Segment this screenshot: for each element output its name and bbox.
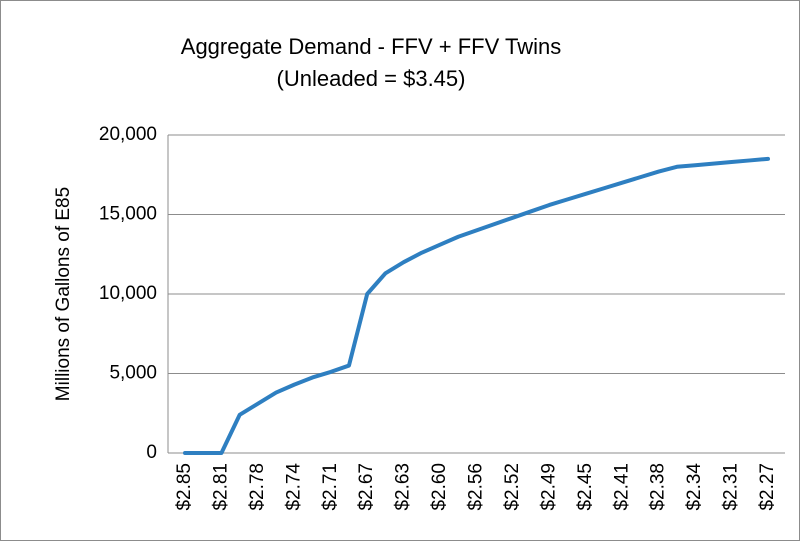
y-axis-label: Millions of Gallons of E85: [53, 187, 74, 401]
chart-title: Aggregate Demand - FFV + FFV Twins: [181, 34, 561, 59]
x-tick-label: $2.31: [721, 463, 742, 511]
x-tick-label: $2.60: [429, 463, 450, 511]
x-tick-label: $2.27: [757, 463, 778, 511]
x-tick-label: $2.85: [174, 463, 195, 511]
x-tick-label: $2.74: [283, 463, 304, 511]
x-tick-label: $2.63: [393, 463, 414, 511]
x-tick-label: $2.71: [320, 463, 341, 511]
x-tick-label: $2.49: [538, 463, 559, 511]
x-tick-label: $2.45: [575, 463, 596, 511]
chart-subtitle: (Unleaded = $3.45): [277, 66, 466, 91]
x-tick-label: $2.78: [247, 463, 268, 511]
x-tick-label: $2.52: [502, 463, 523, 511]
y-tick-label: 20,000: [99, 124, 157, 145]
y-tick-label: 5,000: [109, 363, 157, 384]
x-tick-label: $2.67: [356, 463, 377, 511]
x-tick-label: $2.38: [648, 463, 669, 511]
x-tick-label: $2.34: [684, 463, 705, 511]
x-tick-label: $2.41: [611, 463, 632, 511]
y-tick-label: 10,000: [99, 283, 157, 304]
x-tick-label: $2.81: [210, 463, 231, 511]
x-tick-label: $2.56: [466, 463, 487, 511]
y-tick-label: 0: [146, 442, 157, 463]
data-line: [183, 156, 770, 455]
y-tick-label: 15,000: [99, 204, 157, 225]
